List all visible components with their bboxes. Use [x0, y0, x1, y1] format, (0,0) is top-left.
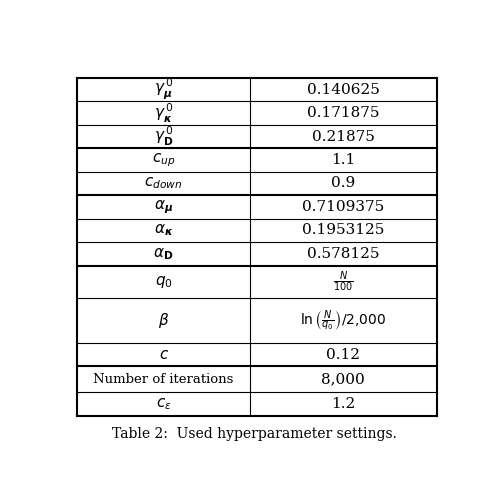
Text: $c_{\epsilon}$: $c_{\epsilon}$ [156, 396, 172, 412]
Text: $\beta$: $\beta$ [158, 311, 169, 330]
Text: 0.578125: 0.578125 [307, 247, 379, 261]
Text: $\alpha_{\mathbf{D}}$: $\alpha_{\mathbf{D}}$ [153, 246, 174, 262]
Text: 0.1953125: 0.1953125 [302, 223, 384, 237]
Text: 8,000: 8,000 [321, 372, 365, 386]
Text: $\alpha_{\boldsymbol{\mu}}$: $\alpha_{\boldsymbol{\mu}}$ [154, 198, 173, 216]
Text: Table 2:  Used hyperparameter settings.: Table 2: Used hyperparameter settings. [112, 427, 397, 441]
Text: 0.21875: 0.21875 [312, 130, 375, 144]
Text: 0.12: 0.12 [326, 348, 360, 361]
Text: $\alpha_{\boldsymbol{\kappa}}$: $\alpha_{\boldsymbol{\kappa}}$ [154, 222, 173, 238]
Text: 1.2: 1.2 [331, 397, 356, 411]
Text: 0.7109375: 0.7109375 [302, 200, 384, 214]
Text: $\gamma_{\boldsymbol{\kappa}}^{\,0}$: $\gamma_{\boldsymbol{\kappa}}^{\,0}$ [154, 101, 174, 124]
Text: $q_0$: $q_0$ [155, 274, 173, 290]
Text: $c$: $c$ [159, 348, 169, 361]
Text: Number of iterations: Number of iterations [93, 373, 234, 386]
Text: $\ln\left(\frac{N}{q_0}\right)/2{,}000$: $\ln\left(\frac{N}{q_0}\right)/2{,}000$ [301, 308, 386, 333]
Text: $\frac{N}{100}$: $\frac{N}{100}$ [333, 270, 354, 294]
Text: 0.9: 0.9 [331, 176, 356, 191]
Text: $c_{down}$: $c_{down}$ [144, 175, 183, 192]
Text: $\gamma_{\boldsymbol{\mu}}^{\,0}$: $\gamma_{\boldsymbol{\mu}}^{\,0}$ [154, 77, 174, 102]
Text: 0.171875: 0.171875 [307, 106, 379, 120]
Text: $\gamma_{\mathbf{D}}^{\,0}$: $\gamma_{\mathbf{D}}^{\,0}$ [154, 125, 174, 148]
Text: 0.140625: 0.140625 [307, 83, 380, 97]
Text: $c_{up}$: $c_{up}$ [152, 151, 175, 169]
Text: 1.1: 1.1 [331, 153, 356, 167]
